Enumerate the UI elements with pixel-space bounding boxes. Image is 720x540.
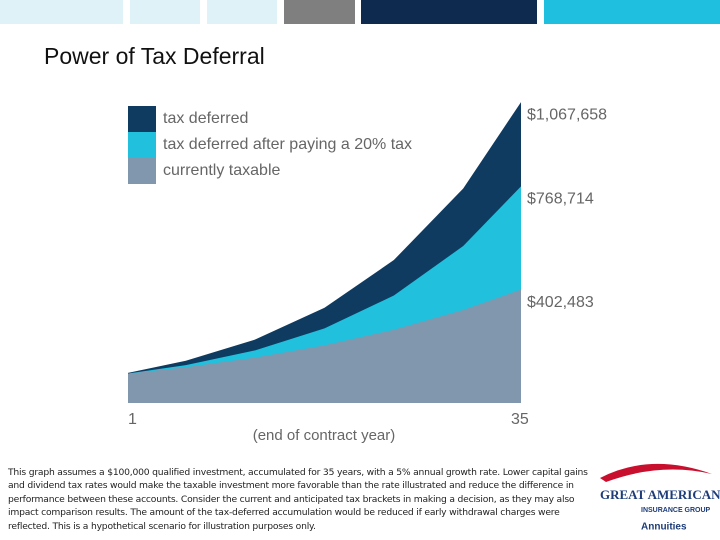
- logo-text: Annuities: [641, 522, 687, 533]
- x-tick-label: 1: [128, 411, 137, 428]
- chart-title: Power of Tax Deferral: [44, 43, 265, 69]
- end-label: $768,714: [527, 191, 594, 208]
- legend-label: currently taxable: [163, 162, 280, 179]
- legend-swatch: [128, 132, 156, 158]
- header-bar: [130, 0, 200, 24]
- x-axis-label: (end of contract year): [253, 427, 396, 444]
- area: [128, 289, 521, 403]
- logo-text: INSURANCE GROUP: [641, 507, 711, 514]
- legend-label: tax deferred after paying a 20% tax: [163, 136, 412, 153]
- header-bar: [0, 0, 123, 24]
- header-bar: [361, 0, 537, 24]
- header-bar: [544, 0, 720, 24]
- legend-swatch: [128, 106, 156, 132]
- end-label: $402,483: [527, 294, 594, 311]
- legend-swatch: [128, 158, 156, 184]
- header-bar: [284, 0, 355, 24]
- end-label: $1,067,658: [527, 106, 607, 123]
- header-bar: [207, 0, 277, 24]
- logo: GREAT AMERICAN. INSURANCE GROUP Annuitie…: [600, 463, 720, 533]
- x-tick-label: 35: [511, 411, 529, 428]
- logo-text: GREAT AMERICAN.: [600, 487, 720, 502]
- plot-area: $1,067,658 tax deferred $768,714 tax deferr…: [128, 102, 607, 444]
- legend-label: tax deferred: [163, 110, 248, 127]
- footnote: This graph assumes a $100,000 qualified …: [8, 467, 588, 532]
- logo-swoosh: [600, 463, 712, 482]
